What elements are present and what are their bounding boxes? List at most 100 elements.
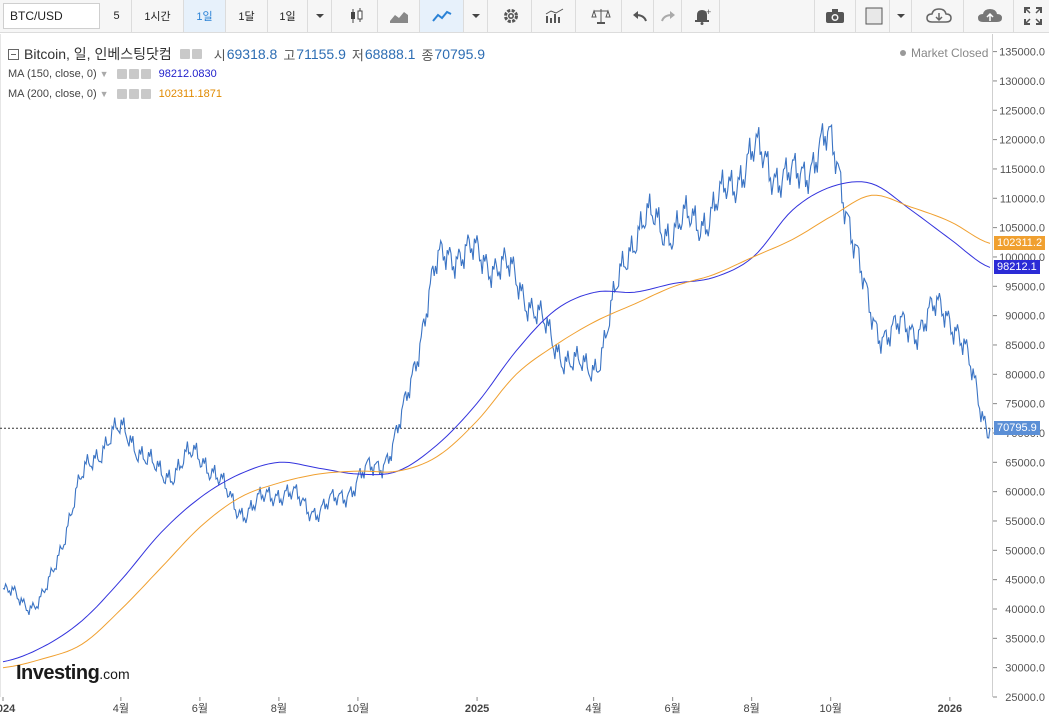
last-price-badge: 70795.9 — [994, 421, 1040, 436]
svg-text:+: + — [706, 7, 711, 17]
settings-button[interactable] — [490, 0, 532, 32]
gear-icon[interactable] — [128, 69, 139, 79]
interval-1hour-button[interactable]: 1시간 — [132, 0, 184, 32]
y-tick-label: 35000.0 — [1005, 633, 1045, 645]
indicators-button[interactable] — [534, 0, 576, 32]
y-tick-label: 75000.0 — [1005, 399, 1045, 411]
main-series-legend: Bitcoin, 일, 인베스팅닷컴 시 69318.8 고 71155.9 저 68… — [8, 44, 485, 64]
save-chart-button[interactable] — [966, 0, 1014, 32]
redo-button[interactable] — [654, 0, 682, 32]
candles-chart-button[interactable] — [336, 0, 378, 32]
interval-dropdown-button[interactable]: 1일 — [268, 0, 308, 32]
interval-label: 5 — [113, 10, 120, 22]
scale-icon — [590, 9, 611, 24]
x-tick-label: 6월 — [192, 702, 208, 715]
ma150-label: MA (150, close, 0) — [8, 68, 97, 80]
ma150-legend: MA (150, close, 0) ▼ 98212.0830 — [8, 64, 485, 84]
load-chart-button[interactable] — [914, 0, 964, 32]
y-tick-label: 120000.0 — [999, 135, 1045, 147]
cloud-download-icon — [925, 8, 952, 23]
close-icon[interactable] — [140, 69, 151, 79]
y-tick-label: 60000.0 — [1005, 487, 1045, 499]
fullscreen-button[interactable] — [1016, 0, 1049, 32]
symbol-input[interactable]: BTC/USD — [3, 3, 100, 29]
price-line — [2, 123, 991, 616]
interval-more-button[interactable] — [308, 0, 332, 32]
market-status: Market Closed — [900, 46, 988, 60]
color-square-icon — [865, 7, 882, 25]
open-value: 69318.8 — [226, 46, 278, 62]
y-tick-label: 45000.0 — [1005, 575, 1045, 587]
symbol-text: BTC/USD — [10, 9, 63, 23]
area-chart-icon — [389, 12, 408, 23]
status-dot-icon — [900, 50, 906, 56]
indicators-icon — [545, 8, 563, 23]
ma200-controls — [116, 89, 151, 99]
eye-icon[interactable] — [179, 49, 190, 59]
line-chart-button[interactable] — [420, 0, 464, 32]
x-tick-label: 4월 — [586, 702, 602, 715]
screenshot-button[interactable] — [814, 0, 856, 32]
low-label: 저 — [351, 47, 364, 63]
gear-icon[interactable] — [191, 49, 202, 59]
y-tick-label: 105000.0 — [999, 223, 1045, 235]
eye-icon[interactable] — [116, 89, 127, 99]
chevron-down-icon[interactable]: ▼ — [99, 69, 109, 79]
interval-1month-button[interactable]: 1달 — [226, 0, 268, 32]
undo-button[interactable] — [626, 0, 654, 32]
bell-icon: + — [694, 7, 711, 25]
close-icon[interactable] — [140, 89, 151, 99]
y-tick-label: 30000.0 — [1005, 663, 1045, 675]
y-tick-label: 40000.0 — [1005, 604, 1045, 616]
candlestick-icon — [350, 8, 362, 23]
y-tick-label: 135000.0 — [999, 47, 1045, 59]
camera-icon — [826, 9, 844, 23]
eye-icon[interactable] — [116, 69, 127, 79]
ma150-controls — [116, 69, 151, 79]
gear-icon — [503, 9, 518, 23]
area-chart-button[interactable] — [378, 0, 420, 32]
interval-label: 1일 — [196, 11, 213, 23]
interval-5min-button[interactable]: 5 — [102, 0, 132, 32]
gear-icon[interactable] — [128, 89, 139, 99]
x-tick-label: 2024 — [0, 703, 16, 715]
high-value: 71155.9 — [296, 46, 346, 62]
high-label: 고 — [283, 47, 296, 63]
collapse-icon[interactable] — [8, 48, 19, 60]
y-tick-label: 55000.0 — [1005, 516, 1045, 528]
x-tick-label: 4월 — [113, 702, 129, 715]
logo-suffix-text: .com — [99, 666, 130, 682]
chevron-down-icon[interactable]: ▼ — [99, 89, 109, 99]
series-controls — [179, 49, 202, 59]
chart-legend: Bitcoin, 일, 인베스팅닷컴 시 69318.8 고 71155.9 저 68… — [8, 44, 485, 104]
color-picker-button[interactable] — [858, 0, 890, 32]
y-tick-label: 90000.0 — [1005, 311, 1045, 323]
x-tick-label: 2025 — [465, 703, 489, 715]
alert-button[interactable]: + — [684, 0, 720, 32]
line-chart-icon — [431, 10, 451, 22]
x-tick-label: 8월 — [744, 702, 760, 715]
x-tick-label: 2026 — [938, 703, 962, 715]
y-tick-label: 65000.0 — [1005, 457, 1045, 469]
chevron-down-icon — [471, 14, 480, 18]
x-tick-label: 6월 — [665, 702, 681, 715]
y-tick-label: 80000.0 — [1005, 369, 1045, 381]
ma200-line — [2, 194, 991, 669]
interval-label: 1시간 — [144, 11, 171, 23]
ma200-price-badge: 102311.2 — [994, 236, 1046, 251]
interval-label: 1일 — [279, 11, 296, 23]
chart-type-more-button[interactable] — [464, 0, 488, 32]
y-tick-label: 115000.0 — [1000, 164, 1045, 176]
compare-button[interactable] — [580, 0, 622, 32]
interval-1day-button[interactable]: 1일 — [184, 0, 226, 32]
y-tick-label: 85000.0 — [1005, 340, 1045, 352]
x-tick-label: 8월 — [271, 702, 287, 715]
interval-label: 1달 — [238, 11, 255, 23]
price-chart[interactable]: 25000.0 30000.0 35000.0 40000.0 45000.0 50000… — [0, 34, 1049, 715]
redo-icon — [660, 11, 675, 22]
color-more-button[interactable] — [890, 0, 912, 32]
ma200-label: MA (200, close, 0) — [8, 88, 97, 100]
chart-plot-area[interactable] — [0, 34, 993, 697]
logo-main-text: Investing — [16, 662, 100, 684]
ma150-line — [2, 181, 991, 663]
